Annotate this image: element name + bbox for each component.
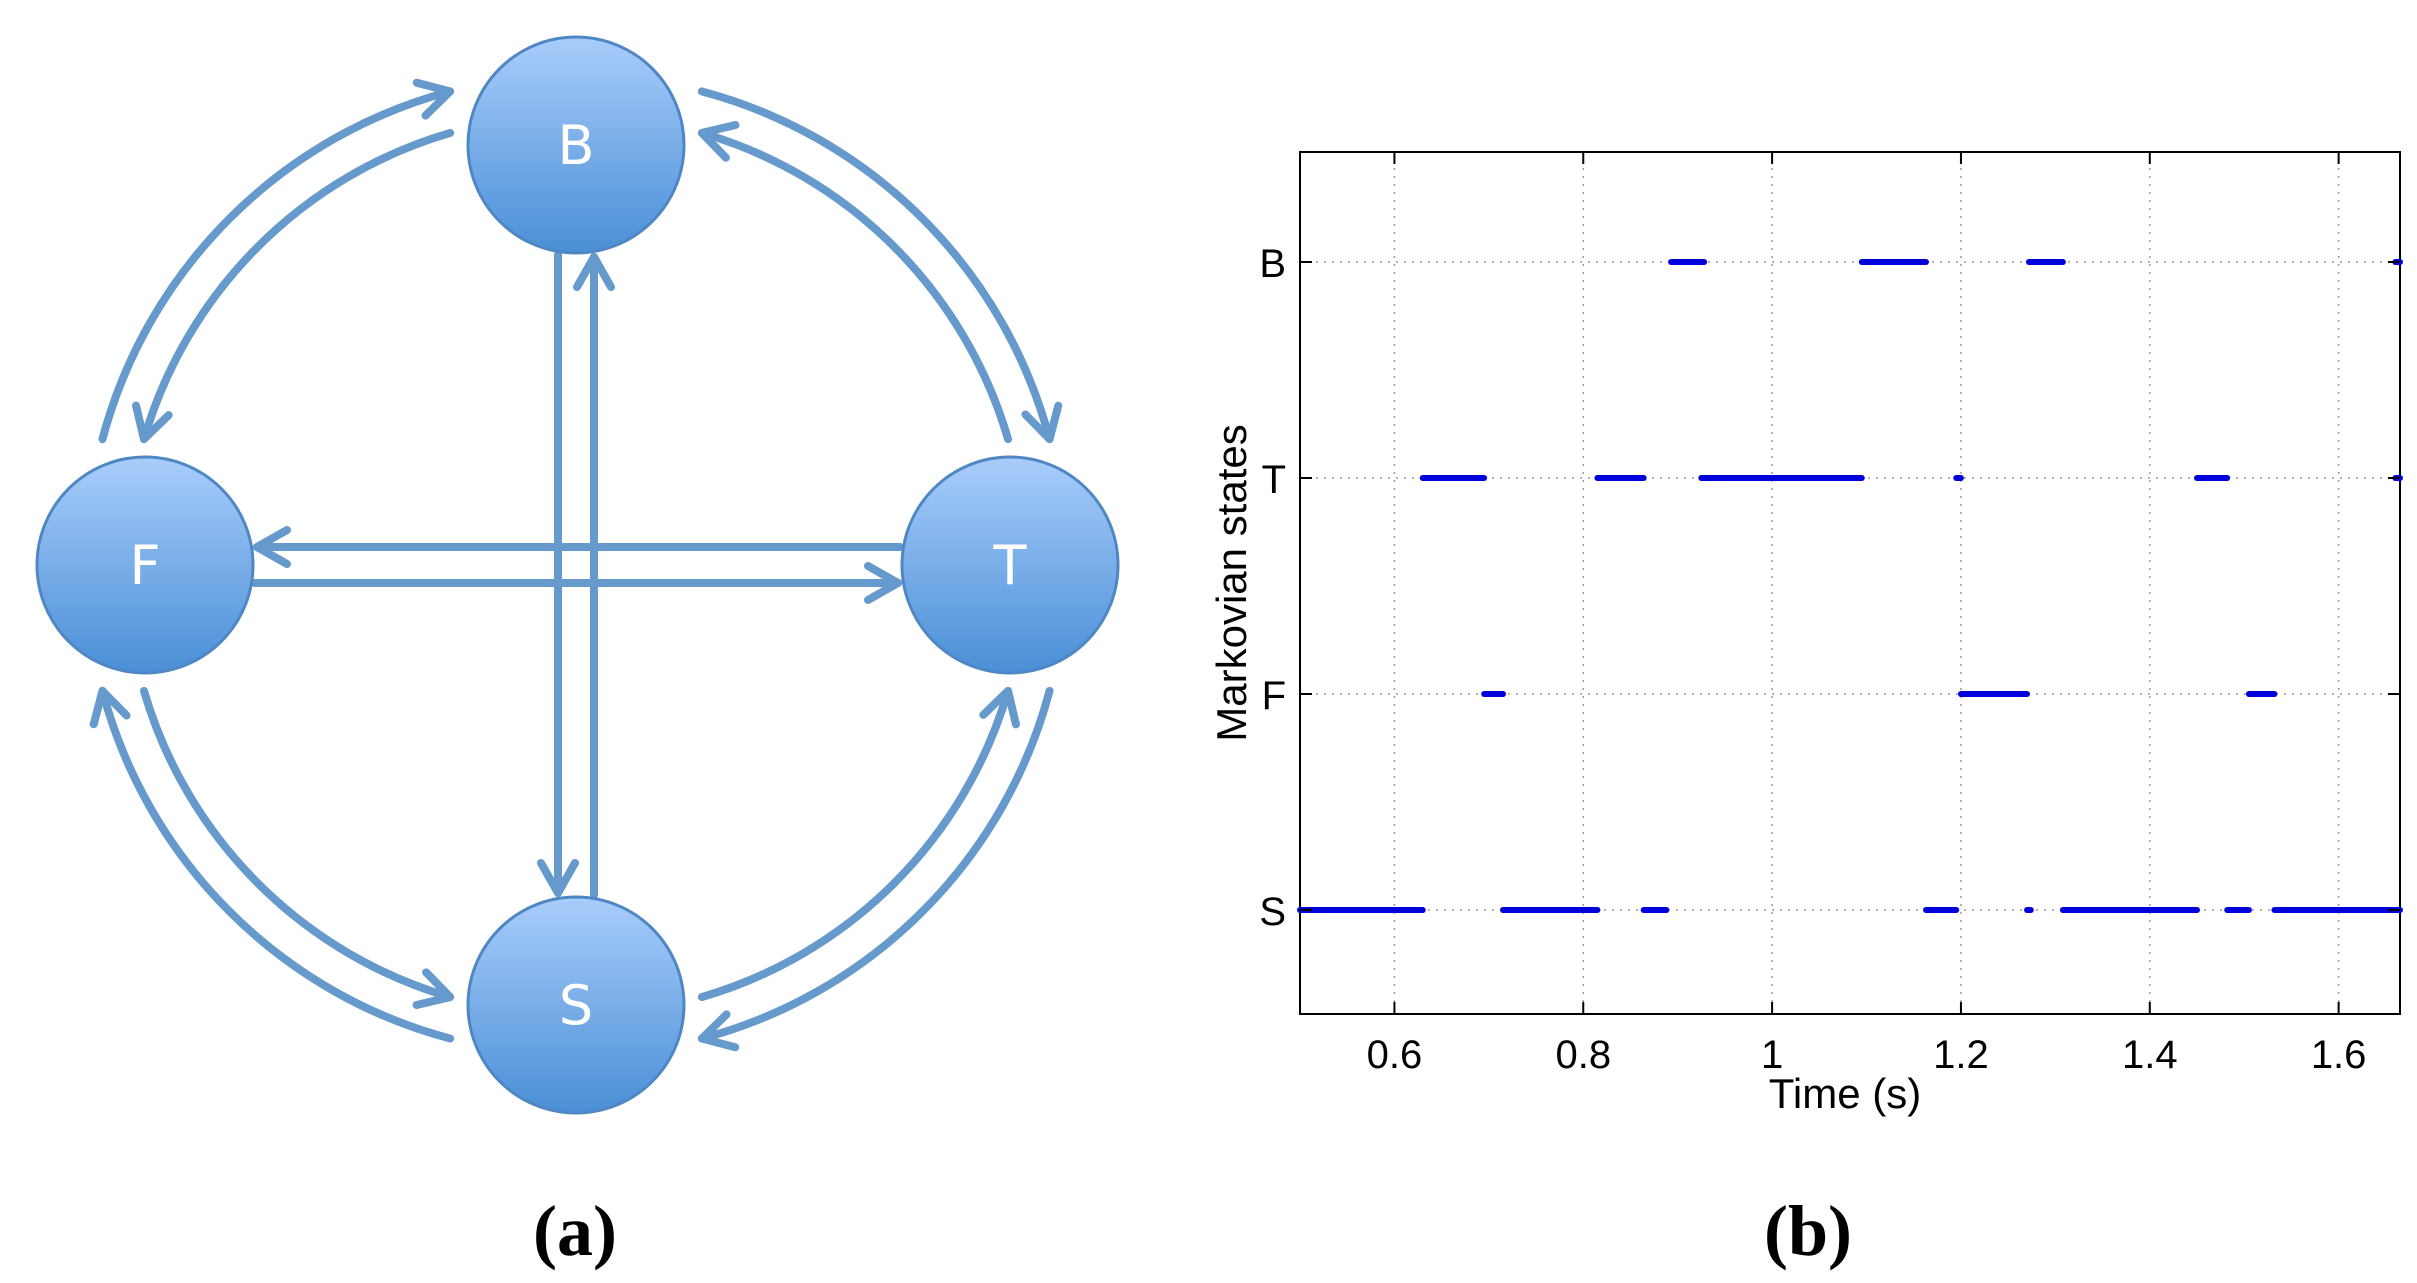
x-tick-label: 1 — [1761, 1033, 1783, 1077]
arrow-F-to-S — [139, 686, 455, 1009]
arrow-S-to-B — [573, 253, 615, 899]
arrow-T-to-B — [697, 121, 1013, 444]
state-node-F: F — [35, 455, 255, 675]
arrow-F-to-B — [98, 78, 455, 444]
grid-lines — [1300, 152, 2400, 1014]
arrow-B-to-T — [697, 87, 1063, 444]
state-node-B: B — [466, 35, 686, 255]
x-tick-label: 0.8 — [1555, 1033, 1611, 1077]
state-node-label-T: T — [993, 534, 1028, 597]
y-axis-label: Markovian states — [1208, 424, 1255, 741]
state-diagram: B F T S (a) — [35, 35, 1120, 1271]
x-tick-label: 0.6 — [1367, 1033, 1423, 1077]
state-nodes: B F T S — [35, 35, 1120, 1115]
panel-b-label: (b) — [1764, 1191, 1852, 1271]
arrow-T-to-F — [253, 526, 904, 568]
y-tick-label-S: S — [1259, 890, 1286, 934]
state-segments — [1297, 259, 2403, 913]
panel-a-label: (a) — [533, 1191, 617, 1271]
arrow-F-to-T — [251, 562, 902, 604]
state-node-label-F: F — [129, 534, 160, 597]
arrow-B-to-S — [537, 251, 579, 897]
y-tick-label-F: F — [1262, 674, 1286, 718]
state-timeline-chart: 0.6 0.8 1 1.2 1.4 1.6 B T F S Time (s) Markovian… — [1208, 151, 2403, 1271]
arrow-B-to-F — [132, 128, 455, 444]
state-node-S: S — [466, 895, 686, 1115]
x-axis-label: Time (s) — [1769, 1070, 1921, 1117]
arrow-S-to-F — [89, 686, 455, 1043]
y-tick-label-T: T — [1262, 458, 1286, 502]
state-node-T: T — [900, 455, 1120, 675]
state-node-label-S: S — [559, 974, 593, 1037]
y-tick-label-B: B — [1259, 242, 1286, 286]
state-node-label-B: B — [557, 114, 594, 177]
x-tick-label: 1.4 — [2122, 1033, 2178, 1077]
x-tick-label: 1.2 — [1933, 1033, 1989, 1077]
arrow-T-to-S — [697, 686, 1054, 1052]
plot-frame — [1299, 151, 2401, 1015]
transition-arrows — [89, 78, 1063, 1052]
y-axis-ticks: B T F S — [1259, 242, 2400, 934]
x-axis-ticks: 0.6 0.8 1 1.2 1.4 1.6 — [1367, 152, 2367, 1077]
arrow-S-to-T — [697, 686, 1020, 1002]
x-tick-label: 1.6 — [2311, 1033, 2367, 1077]
